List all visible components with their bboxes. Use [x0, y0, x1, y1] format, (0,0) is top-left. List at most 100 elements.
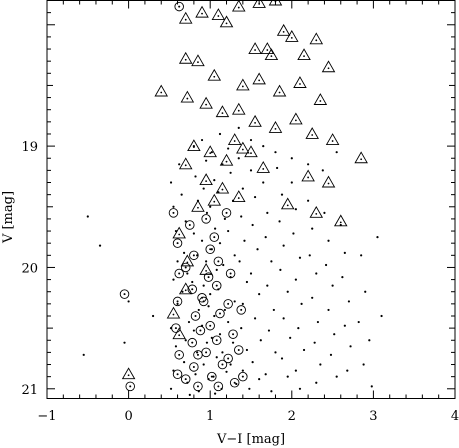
data-point-circle-center: [174, 327, 177, 330]
data-point-dot: [259, 339, 262, 342]
data-point-dot: [176, 260, 179, 263]
data-point-circle-center: [241, 375, 244, 378]
plot-frame: [46, 0, 456, 399]
data-point-dot: [313, 341, 316, 344]
data-point-circle-center: [209, 324, 212, 327]
data-point-triangle: [236, 141, 250, 154]
data-point-dot: [238, 260, 241, 263]
data-point-triangle: [207, 193, 222, 206]
data-point-dot: [315, 381, 318, 384]
data-point-dot: [357, 320, 360, 324]
data-point-dot: [294, 278, 297, 281]
data-point-dot: [347, 300, 351, 303]
data-point-dot: [282, 244, 285, 247]
data-point-circle: [171, 323, 181, 333]
data-point-circle: [207, 371, 217, 382]
data-point-dot: [272, 308, 275, 312]
data-point-circle-center: [217, 385, 220, 388]
data-point-circle-center: [217, 260, 220, 263]
data-point-triangle-center: [233, 140, 236, 142]
data-point-circle: [174, 350, 184, 360]
data-point-dot: [209, 293, 212, 296]
data-point-triangle-center: [201, 12, 203, 15]
data-point-dot: [316, 320, 320, 324]
data-point-triangle-center: [241, 148, 244, 151]
data-point-triangle: [154, 84, 169, 97]
data-point-dot: [311, 296, 314, 299]
data-point-dot: [214, 392, 217, 395]
data-point-circle-center: [240, 308, 243, 311]
data-point-triangle: [293, 76, 307, 88]
data-point-dot: [262, 181, 265, 184]
data-point-dot: [180, 193, 183, 196]
data-point-triangle: [191, 54, 205, 67]
data-point-triangle-center: [360, 158, 363, 161]
data-point-triangle: [227, 133, 242, 145]
data-point-triangle: [195, 5, 209, 18]
data-point-dot: [218, 132, 222, 136]
data-point-triangle-center: [225, 22, 228, 25]
data-point-circle-center: [201, 296, 204, 299]
data-point-circle: [172, 296, 183, 307]
data-point-triangle-center: [274, 0, 277, 3]
data-point-circle-center: [227, 357, 230, 360]
data-point-triangle: [231, 0, 246, 12]
data-point-dot: [249, 169, 253, 172]
data-point-circle-center: [184, 378, 187, 381]
data-point-triangle-center: [327, 182, 330, 185]
data-point-triangle-center: [205, 180, 208, 182]
data-point-dot: [241, 187, 244, 190]
data-point-circle-center: [196, 353, 199, 356]
data-point-triangle-center: [178, 334, 181, 337]
data-point-circle-center: [123, 293, 126, 296]
data-point-triangle-center: [184, 58, 187, 61]
data-point-circle: [223, 353, 233, 364]
data-point-triangle-center: [205, 103, 208, 106]
data-point-triangle: [178, 282, 193, 295]
data-point-dot: [205, 260, 208, 263]
data-point-dot: [279, 268, 282, 271]
data-point-dot: [321, 169, 324, 172]
data-point-dot: [362, 363, 365, 366]
data-point-triangle: [236, 78, 250, 91]
data-point-dot: [210, 151, 213, 154]
data-point-triangle: [215, 181, 230, 194]
data-point-dot: [300, 302, 303, 305]
data-point-dot: [270, 390, 273, 393]
data-point-triangle: [325, 133, 340, 145]
data-point-dot: [202, 187, 205, 190]
data-point-circle-center: [176, 300, 179, 303]
data-point-triangle-center: [184, 164, 187, 167]
data-point-circle-center: [178, 272, 181, 275]
data-point-dot: [240, 215, 243, 218]
data-point-triangle: [276, 23, 291, 36]
data-point-circle: [209, 232, 220, 242]
data-point-dot: [207, 305, 210, 308]
data-point-dot: [214, 227, 217, 230]
data-point-triangle: [219, 15, 234, 28]
data-point-triangle: [260, 42, 275, 54]
data-point-circle: [236, 305, 246, 315]
data-point-circle: [228, 329, 238, 339]
data-point-triangle-center: [213, 200, 216, 203]
data-point-circle: [172, 238, 183, 248]
data-point-dot: [169, 387, 173, 390]
data-point-triangle-center: [290, 37, 293, 39]
data-point-dot: [82, 353, 85, 356]
data-point-triangle: [172, 327, 186, 340]
data-point-dot: [197, 308, 200, 312]
data-point-dot: [213, 314, 216, 318]
data-point-dot: [215, 268, 218, 271]
data-point-triangle-center: [241, 85, 244, 88]
data-point-dot: [251, 223, 254, 227]
data-point-dot: [282, 317, 285, 320]
data-point-dot: [341, 276, 344, 279]
data-point-circle: [215, 308, 225, 319]
data-point-circle-center: [232, 333, 235, 336]
data-point-triangle-center: [299, 83, 301, 85]
data-point-dot: [229, 363, 232, 366]
data-point-triangle: [211, 8, 226, 21]
data-point-dot: [215, 356, 218, 359]
data-point-triangle-center: [197, 61, 199, 64]
x-tick-label: 4: [451, 409, 459, 424]
